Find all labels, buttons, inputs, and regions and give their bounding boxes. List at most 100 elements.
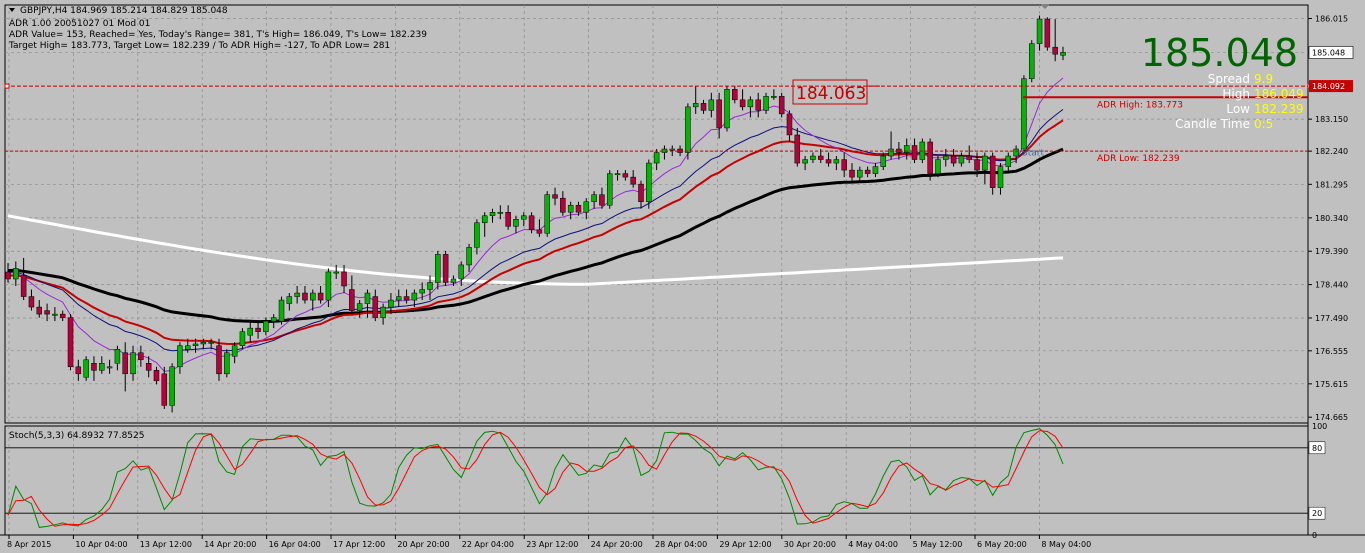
collapse-arrow-icon[interactable] xyxy=(9,8,15,12)
candle[interactable] xyxy=(528,212,535,234)
candle[interactable] xyxy=(317,286,324,304)
candle[interactable] xyxy=(44,303,50,322)
candle[interactable] xyxy=(739,89,746,111)
candle[interactable] xyxy=(263,317,269,336)
candle[interactable] xyxy=(544,191,550,237)
candle[interactable] xyxy=(716,92,722,139)
candle[interactable] xyxy=(560,191,566,216)
candle[interactable] xyxy=(239,328,246,350)
candle[interactable] xyxy=(231,342,238,364)
candle[interactable] xyxy=(450,275,457,287)
candle[interactable] xyxy=(935,156,941,178)
candle[interactable] xyxy=(771,89,777,100)
candle[interactable] xyxy=(356,300,363,318)
candle[interactable] xyxy=(83,356,89,381)
candle[interactable] xyxy=(474,219,480,255)
candle[interactable] xyxy=(974,152,980,178)
candle[interactable] xyxy=(395,289,402,308)
candle[interactable] xyxy=(302,286,308,304)
chart-shift-icon[interactable] xyxy=(1040,4,1050,9)
candle[interactable] xyxy=(888,131,894,160)
candle[interactable] xyxy=(255,321,261,339)
candle[interactable] xyxy=(685,103,691,160)
candle[interactable] xyxy=(552,187,558,206)
candle[interactable] xyxy=(802,156,808,171)
candle[interactable] xyxy=(755,92,761,118)
candle[interactable] xyxy=(177,342,183,374)
candle[interactable] xyxy=(216,338,222,381)
candle[interactable] xyxy=(927,138,933,181)
price-hline-anchor[interactable] xyxy=(4,83,10,89)
candle[interactable] xyxy=(138,345,144,367)
candle[interactable] xyxy=(825,152,832,167)
candle[interactable] xyxy=(294,286,300,304)
candle[interactable] xyxy=(458,261,465,287)
candle[interactable] xyxy=(372,289,379,322)
candle[interactable] xyxy=(630,170,636,188)
candle[interactable] xyxy=(466,243,472,272)
candle[interactable] xyxy=(786,110,793,142)
candle[interactable] xyxy=(489,208,496,223)
candle[interactable] xyxy=(872,163,879,178)
candle[interactable] xyxy=(224,349,230,378)
candle[interactable] xyxy=(794,127,801,167)
candle[interactable] xyxy=(364,289,371,318)
candle[interactable] xyxy=(75,359,82,381)
candle[interactable] xyxy=(849,163,855,181)
candle[interactable] xyxy=(435,250,441,290)
candle[interactable] xyxy=(747,96,754,118)
candle[interactable] xyxy=(575,201,582,216)
candle[interactable] xyxy=(903,138,910,160)
candle[interactable] xyxy=(638,180,644,209)
candle[interactable] xyxy=(778,92,785,118)
candle[interactable] xyxy=(653,149,660,171)
candle[interactable] xyxy=(833,156,840,171)
candle[interactable] xyxy=(700,99,707,114)
candle[interactable] xyxy=(724,85,730,132)
candle[interactable] xyxy=(153,366,160,385)
candle[interactable] xyxy=(599,187,605,209)
candle[interactable] xyxy=(130,345,136,381)
candle[interactable] xyxy=(708,92,715,118)
candle[interactable] xyxy=(145,356,152,378)
candle[interactable] xyxy=(732,85,738,104)
candle[interactable] xyxy=(614,170,621,181)
candle[interactable] xyxy=(5,263,11,283)
candle[interactable] xyxy=(943,149,949,167)
candle[interactable] xyxy=(513,215,519,234)
candle[interactable] xyxy=(606,170,613,209)
candle[interactable] xyxy=(20,257,27,301)
candle[interactable] xyxy=(247,321,254,343)
candle[interactable] xyxy=(763,92,769,114)
candle[interactable] xyxy=(1060,46,1066,61)
candle[interactable] xyxy=(982,152,988,185)
candle[interactable] xyxy=(521,212,527,227)
candle[interactable] xyxy=(997,163,1004,195)
candle[interactable] xyxy=(59,310,66,322)
candle[interactable] xyxy=(184,338,191,353)
candle[interactable] xyxy=(67,314,74,371)
candle[interactable] xyxy=(419,282,425,301)
candle[interactable] xyxy=(427,275,433,301)
candle[interactable] xyxy=(325,268,332,308)
candle[interactable] xyxy=(91,356,97,381)
candle[interactable] xyxy=(349,275,355,315)
candle[interactable] xyxy=(114,345,121,371)
candle[interactable] xyxy=(122,342,128,392)
candle[interactable] xyxy=(622,170,629,181)
candle[interactable] xyxy=(505,205,511,230)
candle[interactable] xyxy=(481,212,488,237)
candle[interactable] xyxy=(950,149,957,167)
candle[interactable] xyxy=(28,289,35,311)
candle[interactable] xyxy=(1005,152,1012,174)
candle[interactable] xyxy=(857,166,863,181)
candle[interactable] xyxy=(880,152,887,171)
candle[interactable] xyxy=(497,205,504,220)
candle[interactable] xyxy=(583,198,590,220)
candle[interactable] xyxy=(52,307,58,322)
candle[interactable] xyxy=(1021,75,1027,153)
candle[interactable] xyxy=(161,366,168,409)
candle[interactable] xyxy=(99,356,105,374)
